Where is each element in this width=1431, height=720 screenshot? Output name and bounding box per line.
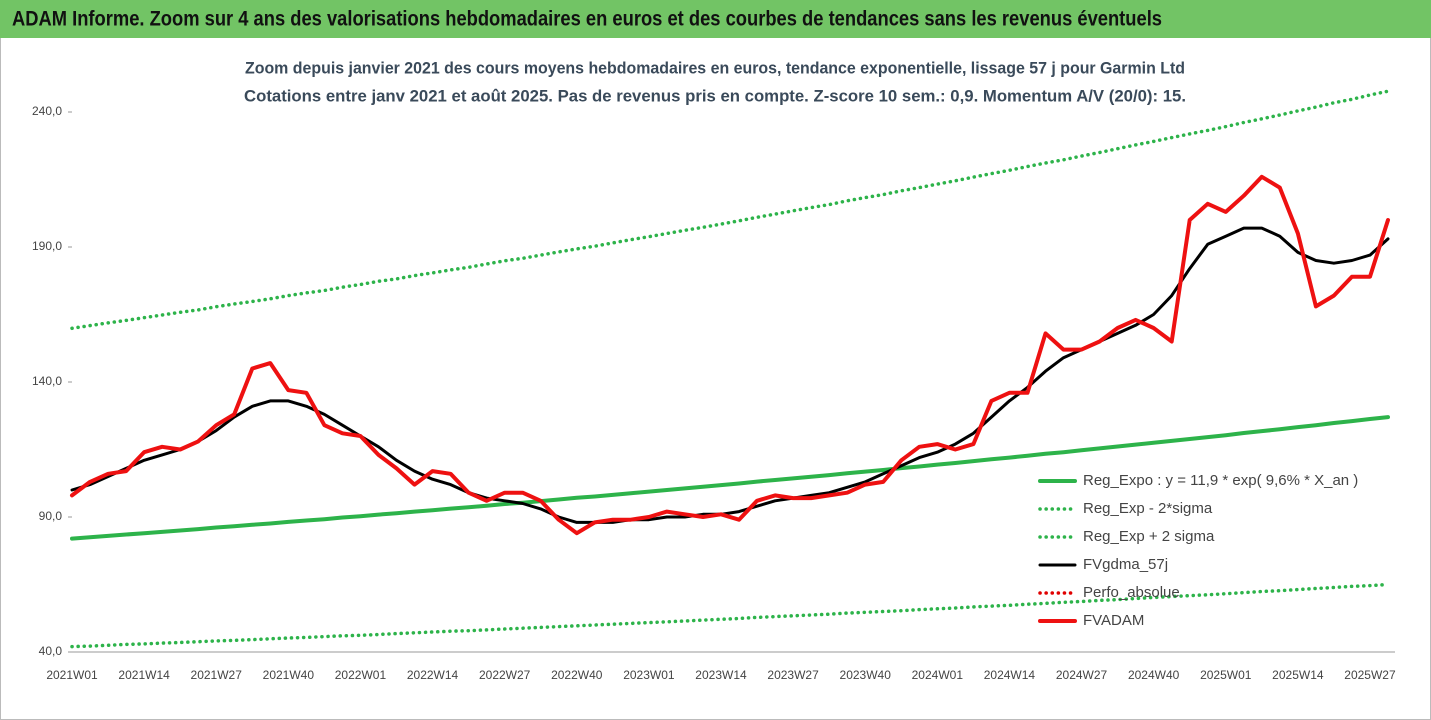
title-banner [0, 0, 1431, 38]
series-line [70, 226, 1390, 524]
x-tick-label: 2024W27 [1056, 668, 1108, 682]
x-tick-label: 2022W27 [479, 668, 531, 682]
chart-title: ADAM Informe. Zoom sur 4 ans des valoris… [12, 8, 1162, 31]
x-tick-label: 2025W14 [1272, 668, 1324, 682]
legend-label: Perfo_absolue [1083, 584, 1180, 601]
x-tick-label: 2021W01 [46, 668, 98, 682]
x-tick-label: 2021W27 [191, 668, 243, 682]
y-tick-label: 90,0 [39, 509, 63, 523]
x-tick-label: 2022W01 [335, 668, 387, 682]
x-tick-label: 2021W40 [263, 668, 315, 682]
y-tick-label: 240,0 [32, 104, 62, 118]
y-tick-label: 140,0 [32, 374, 62, 388]
series-line [70, 582, 1390, 649]
series-line [70, 415, 1390, 541]
x-tick-label: 2022W40 [551, 668, 603, 682]
x-tick-label: 2024W01 [912, 668, 964, 682]
x-tick-label: 2023W40 [840, 668, 892, 682]
series-line [70, 174, 1390, 536]
x-tick-label: 2025W01 [1200, 668, 1252, 682]
x-tick-label: 2022W14 [407, 668, 459, 682]
legend-label: Reg_Exp - 2*sigma [1083, 500, 1213, 517]
x-tick-label: 2023W01 [623, 668, 675, 682]
legend-label: Reg_Exp + 2 sigma [1083, 528, 1215, 545]
subtitle: Zoom depuis janvier 2021 des cours moyen… [245, 58, 1185, 77]
legend-label: FVADAM [1083, 612, 1144, 629]
legend-label: Reg_Expo : y = 11,9 * exp( 9,6% * X_an ) [1083, 472, 1358, 489]
legend-label: FVgdma_57j [1083, 556, 1168, 573]
x-tick-label: 2024W14 [984, 668, 1036, 682]
subtitle: Cotations entre janv 2021 et août 2025. … [244, 86, 1186, 105]
y-tick-label: 40,0 [39, 644, 63, 658]
x-tick-label: 2023W14 [695, 668, 747, 682]
y-tick-label: 190,0 [32, 239, 62, 253]
x-tick-label: 2021W14 [118, 668, 170, 682]
series-line [70, 89, 1390, 331]
x-tick-label: 2025W27 [1344, 668, 1396, 682]
x-tick-label: 2023W27 [767, 668, 819, 682]
x-tick-label: 2024W40 [1128, 668, 1180, 682]
